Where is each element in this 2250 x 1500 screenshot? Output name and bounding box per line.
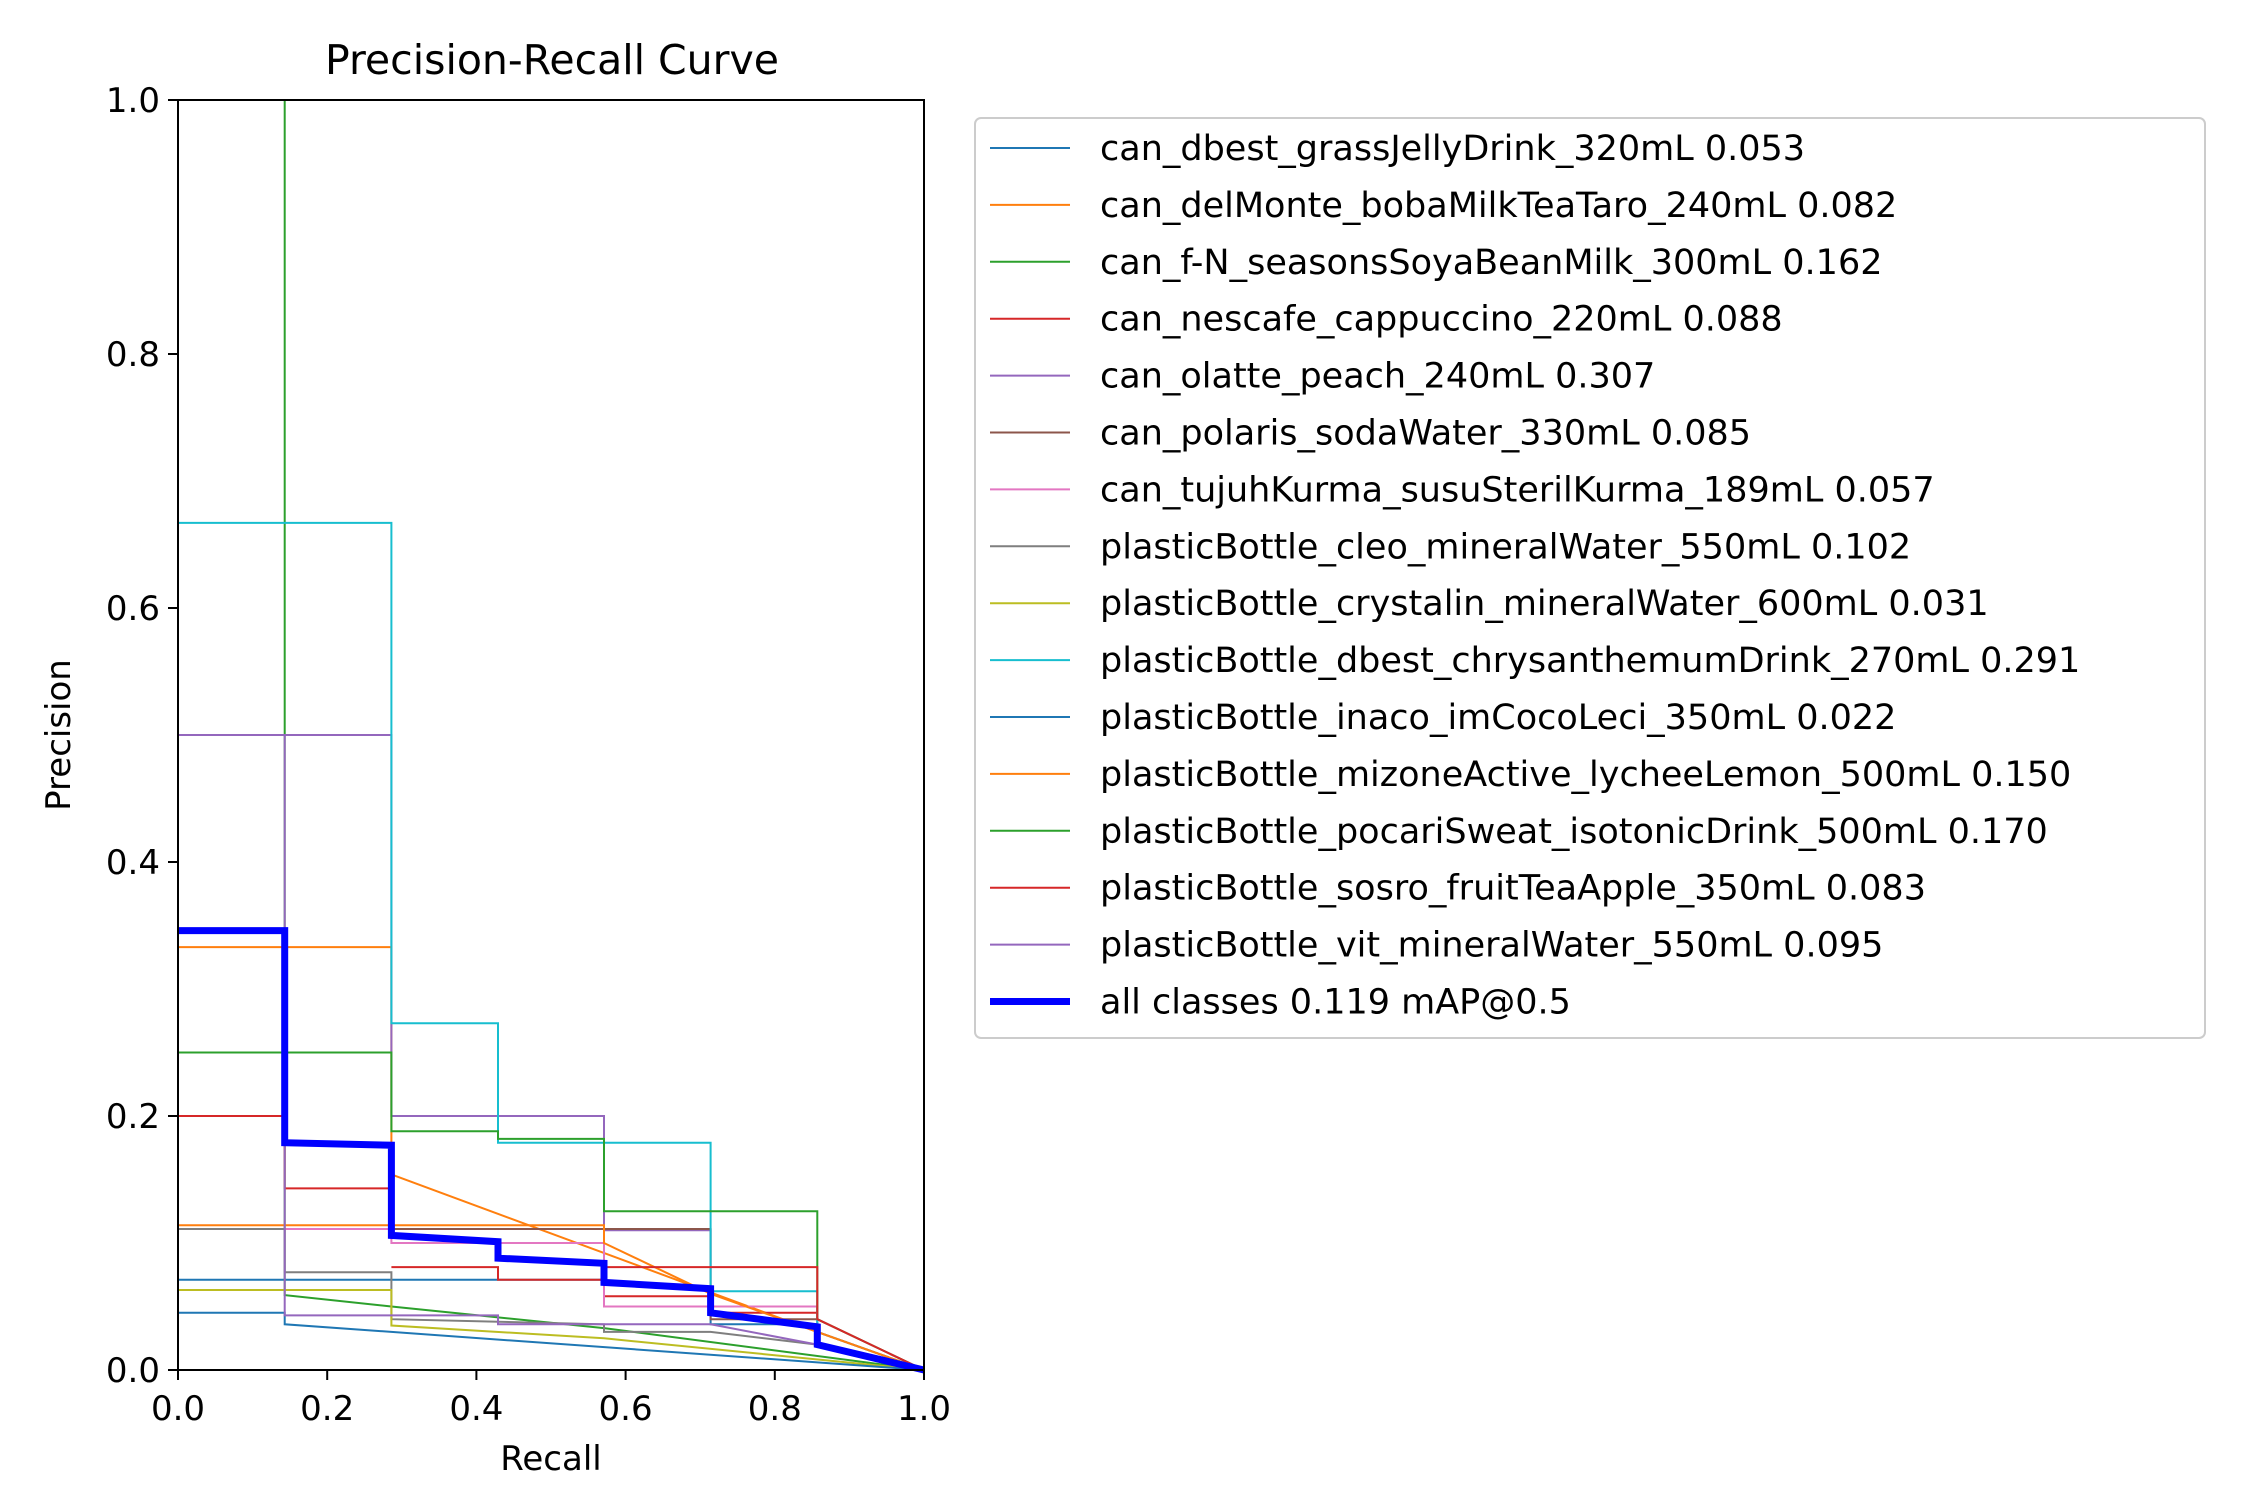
- series-line-12: [178, 1224, 925, 1371]
- plot-frame: [177, 99, 925, 1371]
- chart-title: Precision-Recall Curve: [325, 36, 779, 84]
- y-tick-label: 0.6: [106, 589, 160, 629]
- legend-label-12: plasticBottle_mizoneActive_lycheeLemon_5…: [1100, 755, 2071, 795]
- x-tick-label: 0.4: [449, 1389, 503, 1429]
- legend-label-2: can_delMonte_bobaMilkTeaTaro_240mL 0.082: [1100, 186, 1897, 226]
- legend-label-8: plasticBottle_cleo_mineralWater_550mL 0.…: [1100, 527, 1911, 567]
- y-tick-label: 1.0: [106, 81, 160, 121]
- series-line-13: [178, 1051, 925, 1371]
- plot-lines: [178, 100, 925, 1374]
- legend-label-14: plasticBottle_sosro_fruitTeaApple_350mL …: [1100, 869, 1926, 909]
- series-line-11: [178, 1311, 925, 1371]
- y-tick-label: 0.0: [106, 1351, 160, 1391]
- x-tick-label: 0.2: [300, 1389, 354, 1429]
- y-axis-ticks: 0.0 0.2 0.4 0.6 0.8 1.0: [106, 81, 178, 1391]
- x-tick-label: 0.8: [748, 1389, 802, 1429]
- legend-label-4: can_nescafe_cappuccino_220mL 0.088: [1100, 300, 1783, 340]
- x-axis-ticks: 0.0 0.2 0.4 0.6 0.8 1.0: [151, 1370, 951, 1429]
- x-tick-label: 0.0: [151, 1389, 205, 1429]
- series-line-9: [178, 1289, 925, 1371]
- legend-label-9: plasticBottle_crystalin_mineralWater_600…: [1100, 584, 1989, 624]
- legend-label-1: can_dbest_grassJellyDrink_320mL 0.053: [1100, 129, 1805, 169]
- legend-label-15: plasticBottle_vit_mineralWater_550mL 0.0…: [1100, 926, 1883, 966]
- y-tick-label: 0.2: [106, 1097, 160, 1137]
- legend: can_dbest_grassJellyDrink_320mL 0.053 can…: [974, 117, 2206, 1039]
- y-tick-label: 0.8: [106, 335, 160, 375]
- legend-label-6: can_polaris_sodaWater_330mL 0.085: [1100, 414, 1751, 454]
- legend-label-16: all classes 0.119 mAP@0.5: [1100, 983, 1571, 1023]
- series-line-16: [178, 927, 925, 1374]
- legend-box: [974, 117, 2206, 1039]
- legend-items: can_dbest_grassJellyDrink_320mL 0.053 can…: [990, 129, 2080, 1023]
- legend-label-13: plasticBottle_pocariSweat_isotonicDrink_…: [1100, 812, 2048, 852]
- x-tick-label: 1.0: [897, 1389, 951, 1429]
- legend-label-11: plasticBottle_inaco_imCocoLeci_350mL 0.0…: [1100, 698, 1896, 738]
- x-axis-label: Recall: [500, 1439, 601, 1479]
- legend-label-7: can_tujuhKurma_susuSterilKurma_189mL 0.0…: [1100, 470, 1935, 510]
- y-axis-label: Precision: [39, 659, 79, 811]
- y-tick-label: 0.4: [106, 843, 160, 883]
- legend-label-3: can_f-N_seasonsSoyaBeanMilk_300mL 0.162: [1100, 243, 1882, 283]
- legend-label-5: can_olatte_peach_240mL 0.307: [1100, 357, 1655, 397]
- x-tick-label: 0.6: [599, 1389, 653, 1429]
- legend-label-10: plasticBottle_dbest_chrysanthemumDrink_2…: [1100, 641, 2080, 681]
